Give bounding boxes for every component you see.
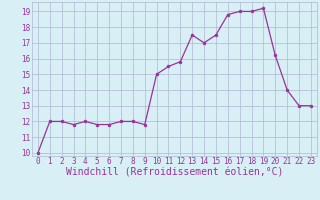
X-axis label: Windchill (Refroidissement éolien,°C): Windchill (Refroidissement éolien,°C)	[66, 168, 283, 178]
